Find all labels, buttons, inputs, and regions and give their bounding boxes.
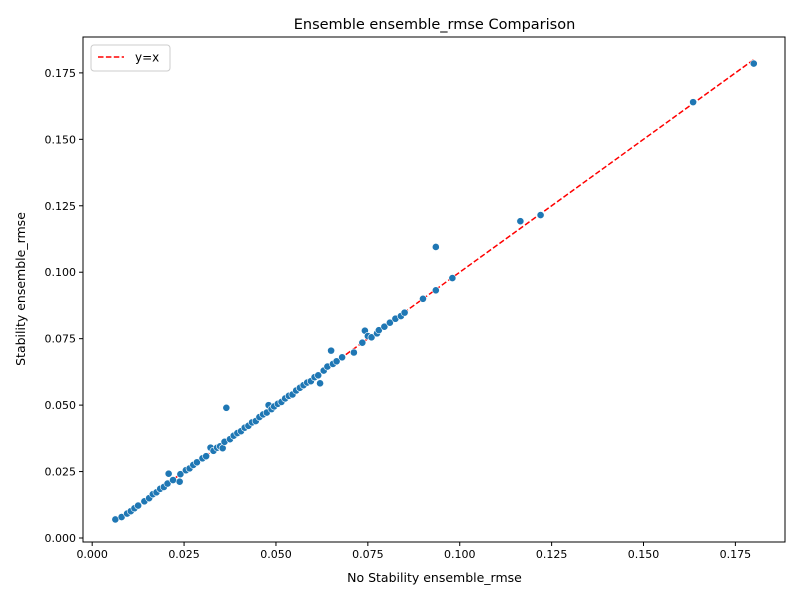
data-point xyxy=(163,479,172,488)
data-point xyxy=(431,286,440,295)
data-point xyxy=(400,308,409,317)
x-tick-label: 0.175 xyxy=(720,548,752,561)
y-tick-label: 0.150 xyxy=(45,133,77,146)
data-point xyxy=(176,470,185,479)
x-tick-label: 0.025 xyxy=(168,548,200,561)
x-tick-label: 0.075 xyxy=(352,548,384,561)
x-tick-label: 0.125 xyxy=(536,548,568,561)
data-point xyxy=(316,379,324,388)
data-point xyxy=(327,346,335,355)
data-point xyxy=(218,444,227,453)
y-tick-label: 0.100 xyxy=(45,266,77,279)
data-point xyxy=(689,98,698,107)
data-point xyxy=(222,403,231,412)
data-point xyxy=(516,217,525,226)
data-point xyxy=(749,59,758,68)
y-tick-label: 0.000 xyxy=(45,532,77,545)
data-point xyxy=(349,348,358,357)
legend-label: y=x xyxy=(135,51,159,65)
data-point xyxy=(367,333,376,342)
legend: y=x xyxy=(90,44,171,72)
data-point xyxy=(431,243,440,251)
data-point xyxy=(175,477,184,486)
x-tick-label: 0.100 xyxy=(444,548,476,561)
x-tick-label: 0.050 xyxy=(260,548,292,561)
y-axis-ticks: 0.000 0.025 0.050 0.075 0.100 0.125 0.150 0.175 xyxy=(45,67,83,545)
y-axis-label: Stability ensemble_rmse xyxy=(13,212,28,366)
y-tick-label: 0.125 xyxy=(45,200,77,213)
data-point xyxy=(332,357,341,366)
data-point xyxy=(338,353,347,362)
y-tick-label: 0.075 xyxy=(45,333,77,346)
data-point xyxy=(193,458,201,467)
data-point xyxy=(448,274,457,282)
y-tick-label: 0.025 xyxy=(45,466,77,479)
legend-box xyxy=(90,44,171,72)
data-point xyxy=(385,318,394,327)
axes-frame xyxy=(82,36,786,543)
data-point xyxy=(314,371,323,380)
data-point xyxy=(117,513,126,521)
data-point xyxy=(164,469,173,478)
data-point xyxy=(536,211,545,219)
x-axis-ticks: 0.000 0.025 0.050 0.075 0.100 0.125 0.150 0.175 xyxy=(76,542,751,561)
y-tick-label: 0.050 xyxy=(45,399,77,412)
y-tick-label: 0.175 xyxy=(45,67,77,80)
data-point xyxy=(380,322,389,331)
data-point xyxy=(374,326,383,335)
plot-area xyxy=(82,36,786,543)
data-point xyxy=(202,452,211,461)
scatter-points xyxy=(111,59,758,524)
x-tick-label: 0.150 xyxy=(628,548,660,561)
data-point xyxy=(134,501,143,510)
data-point xyxy=(419,294,427,303)
x-axis-label: No Stability ensemble_rmse xyxy=(347,570,522,585)
data-point xyxy=(358,338,367,347)
data-point xyxy=(169,476,177,484)
x-tick-label: 0.000 xyxy=(76,548,108,561)
chart-title: Ensemble ensemble_rmse Comparison xyxy=(294,17,576,33)
